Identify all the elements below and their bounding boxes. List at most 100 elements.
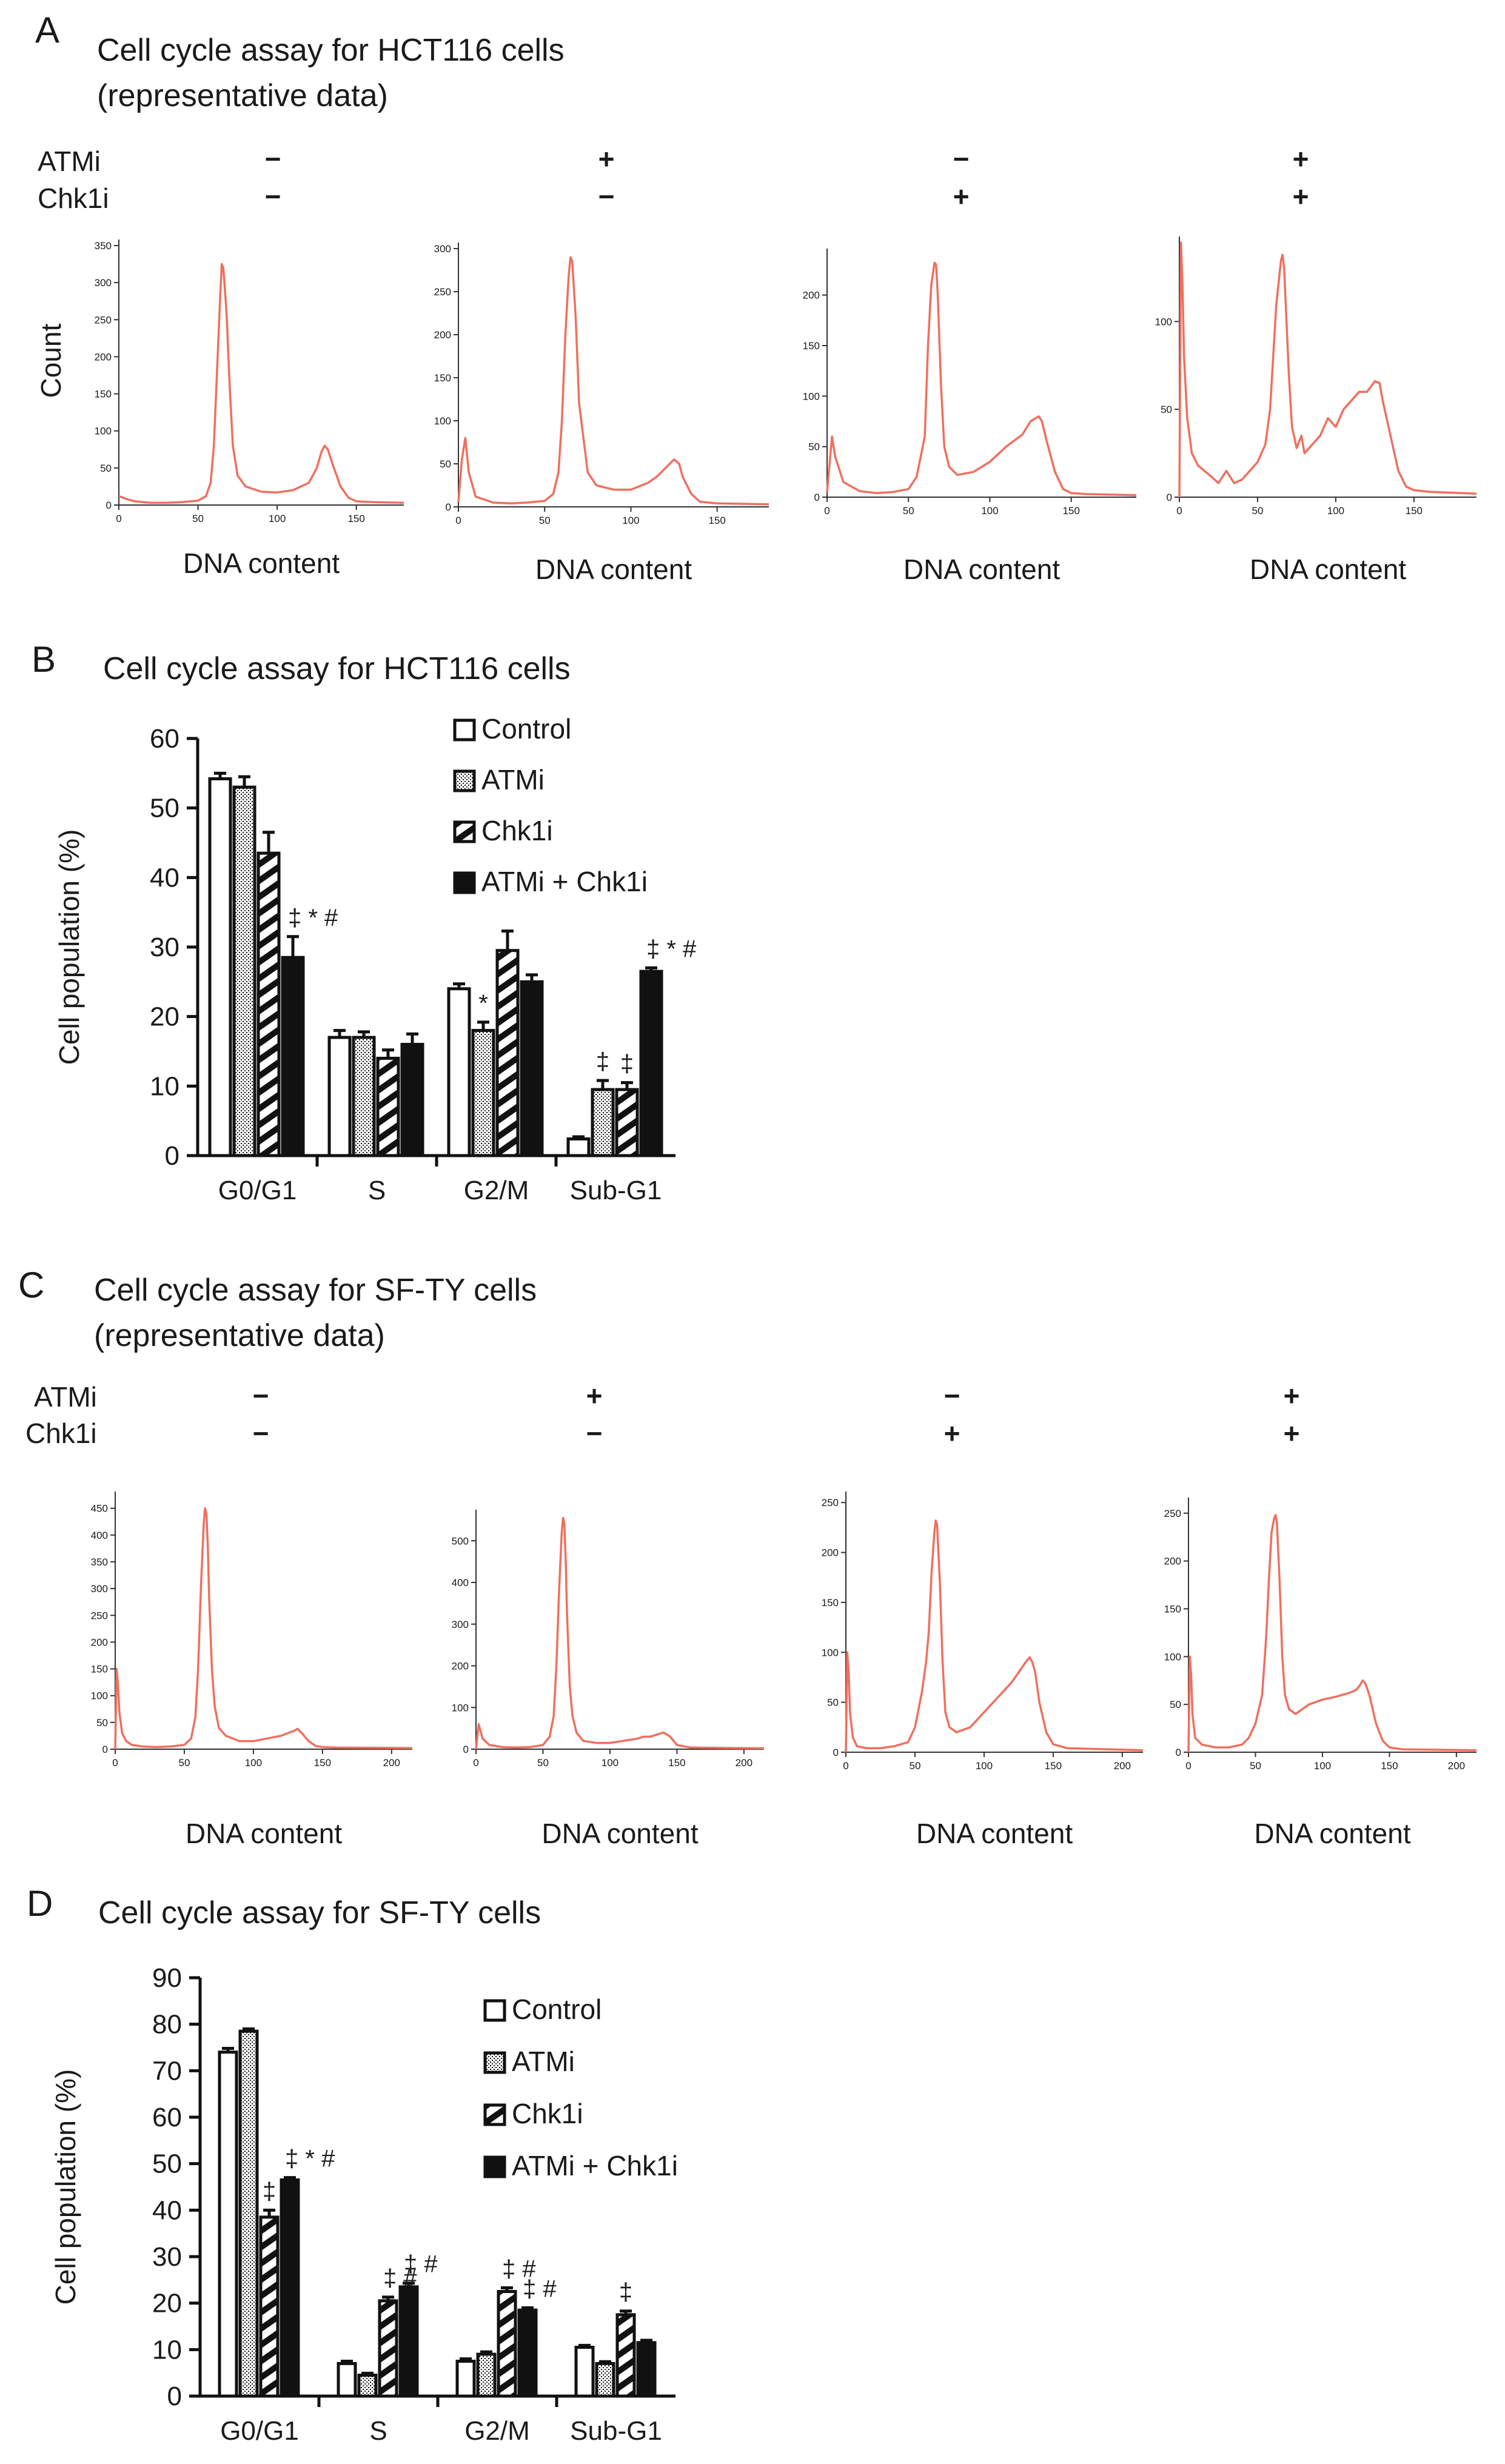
y-tick-label: 250 <box>1164 1508 1181 1519</box>
significance-marker: ‡ # <box>383 2265 417 2292</box>
x-tick-label: 150 <box>1062 505 1079 517</box>
sign-chk1i: − <box>586 1418 603 1449</box>
bar <box>218 2051 238 2398</box>
y-tick-label: 30 <box>150 932 179 962</box>
legend-swatch <box>483 1999 506 2022</box>
y-tick-label: 0 <box>833 1747 839 1758</box>
bar <box>476 2352 497 2398</box>
y-tick-label: 0 <box>814 492 820 503</box>
y-tick-label: 200 <box>452 1661 469 1672</box>
x-axis-label: DNA content <box>541 1818 698 1849</box>
sign-atmi: + <box>598 143 615 175</box>
y-tick-label: 0 <box>165 1141 179 1171</box>
sign-chk1i: + <box>1284 1418 1300 1449</box>
y-tick-label: 50 <box>100 463 112 474</box>
panel-subtitle: (representative data) <box>97 78 388 113</box>
x-tick-label: 50 <box>903 505 914 517</box>
bar <box>495 949 520 1157</box>
x-tick-label: 0 <box>824 505 830 517</box>
x-tick-label: 50 <box>192 513 204 524</box>
y-tick-label: 450 <box>91 1503 108 1515</box>
y-tick-label: 50 <box>440 458 451 470</box>
bar <box>327 1036 352 1157</box>
significance-marker: * <box>478 990 488 1017</box>
row-label-atmi: ATMi <box>34 1381 97 1413</box>
y-tick-label: 200 <box>95 351 112 363</box>
y-tick-label: 350 <box>91 1556 108 1568</box>
histogram-row: 0 50 100 150 200 250 300 350 0 50 100 150 DNA conten… <box>95 236 1477 585</box>
x-tick-label: S <box>369 2416 387 2446</box>
y-tick-label: 300 <box>95 277 112 289</box>
y-tick-label: 250 <box>822 1497 839 1508</box>
x-tick-label: 0 <box>112 1757 118 1769</box>
x-tick-label: 150 <box>314 1757 331 1769</box>
y-tick-label: 150 <box>91 1664 108 1675</box>
row-label-atmi: ATMi <box>38 146 101 177</box>
legend-swatch <box>483 2155 506 2178</box>
y-tick-label: 350 <box>95 240 112 252</box>
bar <box>256 851 281 1157</box>
y-tick-label: 50 <box>1161 404 1172 415</box>
bar <box>636 2341 657 2398</box>
y-tick-label: 100 <box>822 1647 839 1658</box>
x-tick-label: 0 <box>1176 505 1182 517</box>
bar <box>574 2346 595 2398</box>
x-tick-label: 100 <box>1327 505 1344 517</box>
y-tick-label: 20 <box>152 2289 182 2318</box>
bar <box>595 2362 615 2398</box>
y-tick-label: 60 <box>150 724 179 754</box>
x-tick-label: 150 <box>1045 1760 1062 1772</box>
y-tick-label: 0 <box>167 2382 182 2411</box>
panel-c: C Cell cycle assay for SF-TY cells (repr… <box>18 1265 1477 1849</box>
panel-title: Cell cycle assay for SF-TY cells <box>98 1895 541 1930</box>
significance-marker: ‡ * # <box>288 905 338 931</box>
histogram-trace <box>457 256 769 506</box>
y-tick-label: 50 <box>150 794 179 823</box>
y-tick-label: 60 <box>152 2103 182 2132</box>
panel-letter: C <box>18 1265 44 1305</box>
y-tick-label: 200 <box>803 290 820 301</box>
panel-d: D Cell cycle assay for SF-TY cells Cell … <box>27 1883 678 2446</box>
histogram-trace <box>826 261 1137 497</box>
row-label-chk1i: Chk1i <box>25 1418 97 1449</box>
y-tick-label: 100 <box>452 1702 469 1713</box>
sign-atmi: + <box>1284 1380 1300 1411</box>
x-tick-label: 100 <box>245 1757 262 1769</box>
x-tick-label: 100 <box>269 513 286 524</box>
legend-label: Chk1i <box>512 2098 583 2129</box>
histogram-panel: 0 50 100 150 200 250 0 50 100 150 200 DNA content <box>1164 1498 1477 1849</box>
sign-atmi: − <box>253 1380 269 1411</box>
bar-chart: Cell population (%) 0 10 20 30 40 50 60 70 80 90 G0… <box>50 1963 678 2446</box>
bar-chart: Cell population (%) 0 10 20 30 40 50 60 G0/G1 S G2… <box>53 713 697 1205</box>
x-tick-label: 150 <box>1406 505 1423 517</box>
y-tick-label: 80 <box>152 2010 182 2040</box>
sign-atmi: − <box>265 143 281 175</box>
y-tick-label: 250 <box>434 286 451 298</box>
histogram-panel: 0 50 100 150 200 250 300 0 50 100 150 DNA content <box>434 243 769 585</box>
bar <box>615 2313 636 2398</box>
x-tick-label: G0/G1 <box>220 2416 299 2446</box>
y-tick-label: 10 <box>150 1071 179 1101</box>
bar <box>471 1029 495 1157</box>
bar <box>400 1043 424 1157</box>
x-axis-label: DNA content <box>1254 1818 1410 1849</box>
histogram-panel: 0 100 200 300 400 500 0 50 100 150 200 DNA content <box>452 1510 765 1849</box>
sign-chk1i: − <box>253 1418 269 1449</box>
panel-subtitle: (representative data) <box>94 1318 385 1353</box>
legend-swatch <box>453 820 476 843</box>
x-tick-label: 150 <box>1381 1760 1398 1772</box>
bar <box>398 2285 419 2398</box>
bar <box>232 785 256 1157</box>
histogram-trace <box>1178 241 1477 498</box>
y-tick-label: 0 <box>106 500 112 511</box>
legend-label: Control <box>481 713 571 745</box>
y-tick-label: 50 <box>1170 1699 1181 1710</box>
y-tick-label: 300 <box>452 1619 469 1630</box>
bar <box>357 2374 378 2398</box>
x-tick-label: G2/M <box>464 1176 529 1205</box>
y-tick-label: 250 <box>91 1610 108 1621</box>
y-tick-label: 100 <box>1155 316 1172 327</box>
x-axis-label: DNA content <box>903 554 1060 585</box>
x-tick-label: 50 <box>178 1757 190 1769</box>
